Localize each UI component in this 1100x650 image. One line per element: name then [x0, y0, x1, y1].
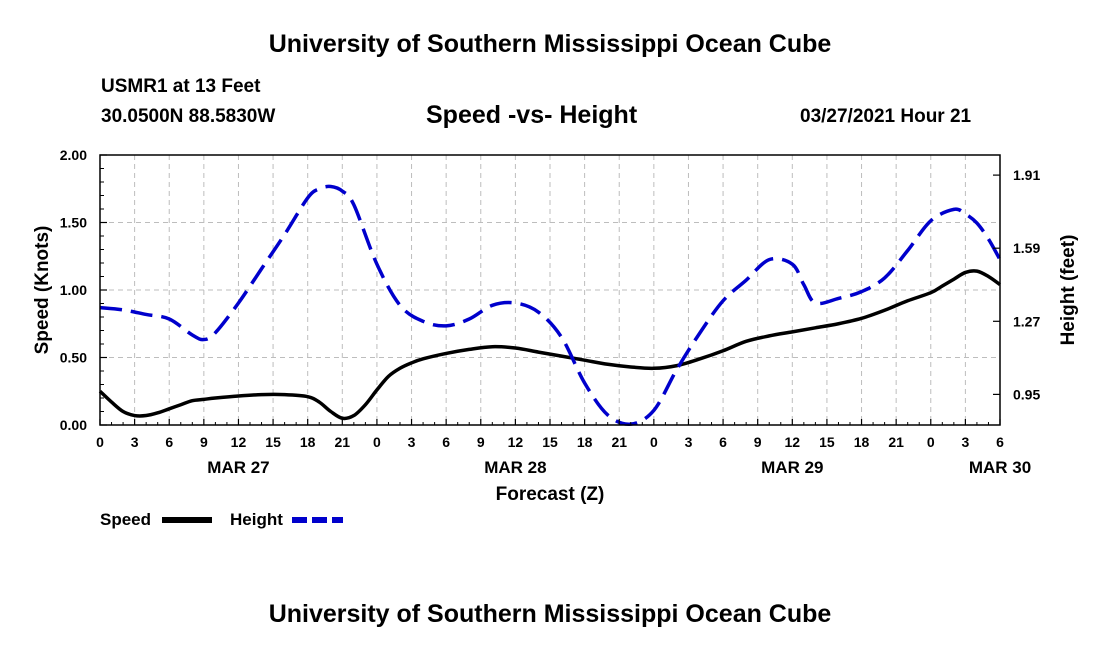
x-tick-label: 3 [685, 434, 693, 450]
chart-subtitle: Speed -vs- Height [426, 101, 638, 129]
y-axis-title-speed: Speed (Knots) [32, 226, 53, 355]
x-tick-label: 15 [265, 434, 281, 450]
legend: Speed Height [100, 510, 343, 529]
x-day-label: MAR 27 [207, 458, 269, 477]
forecast-datetime: 03/27/2021 Hour 21 [800, 106, 972, 127]
x-tick-label: 9 [477, 434, 485, 450]
y-right-tick-label: 1.27 [1013, 313, 1040, 329]
x-tick-label: 18 [300, 434, 316, 450]
x-tick-label: 12 [508, 434, 524, 450]
x-tick-label: 15 [819, 434, 835, 450]
chart-footer-title: University of Southern Mississippi Ocean… [268, 600, 832, 628]
x-tick-label: 3 [131, 434, 139, 450]
x-tick-label: 9 [200, 434, 208, 450]
series-layer [98, 184, 1002, 426]
x-tick-label: 0 [96, 434, 104, 450]
legend-label-speed: Speed [100, 510, 151, 529]
x-tick-label: 6 [719, 434, 727, 450]
x-tick-label: 21 [335, 434, 351, 450]
x-tick-label: 3 [961, 434, 969, 450]
x-tick-label: 18 [854, 434, 870, 450]
y-left-tick-label: 1.00 [60, 282, 87, 298]
chart-header-title: University of Southern Mississippi Ocean… [268, 30, 832, 58]
y-right-tick-label: 1.91 [1013, 167, 1040, 183]
series-line-speed [98, 269, 1002, 421]
x-tick-label: 3 [408, 434, 416, 450]
x-tick-label: 0 [373, 434, 381, 450]
x-tick-label: 0 [650, 434, 658, 450]
x-tick-label: 6 [996, 434, 1004, 450]
x-tick-label: 21 [888, 434, 904, 450]
x-tick-label: 21 [611, 434, 627, 450]
x-tick-label: 18 [577, 434, 593, 450]
coordinates-label: 30.0500N 88.5830W [101, 106, 276, 127]
legend-label-height: Height [230, 510, 283, 529]
x-axis-title: Forecast (Z) [496, 484, 605, 505]
x-tick-label: 12 [785, 434, 801, 450]
x-tick-label: 6 [442, 434, 450, 450]
y-right-tick-label: 0.95 [1013, 386, 1040, 402]
x-day-label: MAR 30 [969, 458, 1031, 477]
y-left-tick-label: 0.50 [60, 350, 87, 366]
y-left-tick-label: 2.00 [60, 147, 87, 163]
y-axis-title-height: Height (feet) [1058, 235, 1079, 346]
x-tick-label: 12 [231, 434, 247, 450]
y-left-tick-label: 0.00 [60, 417, 87, 433]
x-tick-label: 6 [165, 434, 173, 450]
x-day-label: MAR 29 [761, 458, 823, 477]
ticks-layer: 0 3 6 9 12 15 18 21 0 3 6 9 12 15 18 21 0 3 6 9 12 15 18 21 0 3 6 0… [60, 147, 1041, 477]
x-tick-label: 15 [542, 434, 558, 450]
grid-layer [100, 155, 1000, 425]
series-line-height [99, 184, 1002, 426]
station-label: USMR1 at 13 Feet [101, 76, 261, 97]
x-tick-label: 0 [927, 434, 935, 450]
y-right-tick-label: 1.59 [1013, 240, 1040, 256]
x-day-label: MAR 28 [484, 458, 546, 477]
y-left-tick-label: 1.50 [60, 215, 87, 231]
x-tick-label: 9 [754, 434, 762, 450]
